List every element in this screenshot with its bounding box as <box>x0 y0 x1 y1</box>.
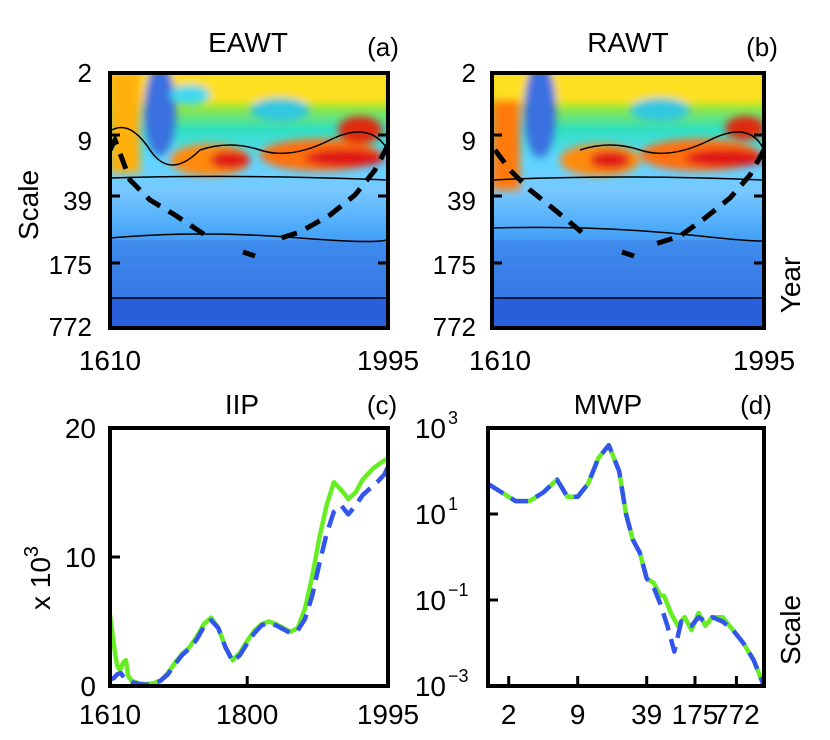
panel-c: IIP (c) x 103 1610 1800 1995 0 10 20 <box>21 389 419 730</box>
panel-a-title: EAWT <box>208 27 288 58</box>
c-ylabel-exp: 3 <box>21 546 43 557</box>
heatmap-b <box>492 73 764 328</box>
ytick-exponent: −3 <box>448 666 469 686</box>
ytick-label: 10 <box>415 413 446 444</box>
a-ylabel: Scale <box>13 170 44 240</box>
heatmap-a <box>110 73 388 328</box>
xtick-label: 9 <box>570 699 586 730</box>
b-ytick-175: 175 <box>433 250 476 280</box>
a-ytick-772: 772 <box>49 312 92 342</box>
frame-b <box>490 71 766 330</box>
ytick-label: 10 <box>415 671 446 702</box>
frame-d <box>486 426 766 688</box>
b-ytick-39: 39 <box>447 186 476 216</box>
b-ytick-772: 772 <box>433 312 476 342</box>
b-ytick-2: 2 <box>462 58 476 88</box>
a-xtick-1995: 1995 <box>357 345 419 376</box>
b-ticks <box>492 133 764 265</box>
a-ytick-39: 39 <box>63 186 92 216</box>
b-side-label: Year <box>775 257 806 314</box>
series-rawt-line <box>488 442 764 686</box>
c-plot-area <box>110 456 388 686</box>
b-xtick-1610: 1610 <box>469 345 531 376</box>
c-axes: 1610 1800 1995 0 10 20 <box>65 413 419 730</box>
d-title: MWP <box>574 389 642 420</box>
ytick-label: 20 <box>65 413 96 444</box>
frame-a <box>108 71 390 330</box>
xtick-label: 39 <box>631 699 662 730</box>
ytick-label: 10 <box>415 499 446 530</box>
ytick-label: 0 <box>80 671 96 702</box>
xtick-label: 175 <box>672 699 719 730</box>
xtick-label: 1995 <box>357 699 419 730</box>
panel-b-tag: (b) <box>746 32 778 62</box>
b-ytick-9: 9 <box>462 126 476 156</box>
xtick-label: 772 <box>713 699 760 730</box>
a-ytick-2: 2 <box>78 58 92 88</box>
d-tag: (d) <box>740 390 772 420</box>
series-eawt-line <box>110 456 388 686</box>
ytick-exponent: 1 <box>448 494 458 514</box>
c-ylabel-base: x 10 <box>25 557 56 610</box>
c-ylabel: x 103 <box>21 546 56 610</box>
ytick-label: 10 <box>65 542 96 573</box>
panel-b-title: RAWT <box>587 27 668 58</box>
ytick-label: 10 <box>415 585 446 616</box>
c-title: IIP <box>225 389 259 420</box>
xtick-label: 1610 <box>79 699 141 730</box>
frame-c <box>108 426 390 688</box>
d-side-label: Scale <box>775 595 806 665</box>
xtick-label: 1800 <box>216 699 278 730</box>
panel-a-tag: (a) <box>367 32 399 62</box>
xtick-label: 2 <box>501 699 517 730</box>
ytick-exponent: −1 <box>448 580 469 600</box>
ytick-exponent: 3 <box>448 408 458 428</box>
panel-a: EAWT (a) 2 9 39 175 772 1610 1995 Scale <box>13 27 419 376</box>
a-ytick-9: 9 <box>78 126 92 156</box>
panel-b: RAWT (b) 2 9 39 175 772 1610 1995 Year <box>433 27 806 376</box>
a-ytick-175: 175 <box>49 250 92 280</box>
a-ticks <box>110 133 388 265</box>
series-eawt-line <box>488 442 764 686</box>
c-tag: (c) <box>367 390 397 420</box>
b-xtick-1995: 1995 <box>733 345 795 376</box>
d-plot-area <box>488 442 764 686</box>
a-xtick-1610: 1610 <box>79 345 141 376</box>
